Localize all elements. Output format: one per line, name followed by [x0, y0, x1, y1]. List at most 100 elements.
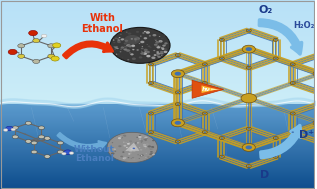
Circle shape [155, 57, 158, 58]
Circle shape [69, 152, 74, 154]
Bar [0, 88, 315, 90]
Circle shape [139, 147, 140, 148]
Circle shape [152, 140, 154, 141]
Bar [0, 23, 315, 25]
Circle shape [177, 103, 179, 105]
Bar [0, 182, 315, 183]
Bar [0, 65, 315, 66]
Bar [0, 129, 315, 131]
Circle shape [114, 151, 116, 152]
Bar [0, 8, 315, 9]
Circle shape [246, 66, 251, 69]
Circle shape [139, 139, 141, 140]
Circle shape [273, 155, 278, 158]
Circle shape [142, 32, 145, 34]
Circle shape [134, 41, 138, 44]
Circle shape [18, 44, 25, 48]
Circle shape [154, 44, 158, 46]
Circle shape [118, 53, 120, 55]
Circle shape [275, 137, 277, 139]
Text: hν: hν [202, 87, 210, 92]
Bar [0, 75, 315, 77]
Circle shape [161, 45, 165, 47]
Bar [0, 108, 315, 109]
Circle shape [157, 46, 160, 49]
Bar [0, 46, 315, 47]
Bar [0, 153, 315, 154]
Circle shape [120, 38, 124, 40]
Circle shape [142, 55, 144, 57]
Bar [0, 167, 315, 168]
Bar [0, 47, 315, 48]
Circle shape [154, 39, 158, 40]
Circle shape [248, 30, 250, 31]
Bar [0, 170, 315, 171]
Bar [0, 98, 315, 99]
Circle shape [148, 131, 153, 134]
Bar [0, 142, 315, 143]
Bar [0, 135, 315, 136]
Bar [0, 165, 315, 166]
Circle shape [113, 39, 116, 41]
Circle shape [202, 81, 207, 84]
Circle shape [204, 131, 206, 133]
Circle shape [6, 126, 13, 131]
Bar [0, 79, 315, 81]
Circle shape [127, 59, 129, 60]
Bar [0, 0, 315, 1]
Circle shape [126, 32, 128, 33]
Bar [0, 62, 315, 64]
Circle shape [131, 38, 133, 40]
Circle shape [146, 51, 150, 53]
Circle shape [113, 42, 115, 43]
Circle shape [146, 31, 150, 34]
Circle shape [275, 58, 277, 59]
Circle shape [160, 51, 164, 53]
Bar [0, 185, 315, 186]
Circle shape [151, 57, 156, 59]
Bar [0, 95, 315, 96]
Circle shape [134, 37, 138, 40]
Circle shape [3, 129, 8, 131]
Bar [0, 146, 315, 148]
Circle shape [120, 137, 123, 138]
Circle shape [116, 54, 117, 55]
Circle shape [160, 46, 162, 47]
Bar [0, 25, 315, 26]
Circle shape [118, 137, 121, 139]
Text: D⁺: D⁺ [300, 130, 314, 140]
Circle shape [150, 64, 152, 65]
Circle shape [123, 142, 125, 143]
Circle shape [126, 142, 127, 143]
Bar [0, 53, 315, 55]
Bar [0, 188, 315, 189]
Circle shape [219, 38, 224, 41]
Circle shape [119, 156, 122, 158]
Circle shape [241, 94, 256, 103]
Bar [0, 103, 315, 104]
Text: Without
Ethanol: Without Ethanol [74, 145, 115, 163]
Circle shape [124, 42, 127, 44]
Circle shape [160, 52, 164, 54]
Circle shape [124, 46, 126, 47]
Circle shape [44, 155, 50, 158]
Circle shape [112, 148, 115, 150]
Circle shape [117, 40, 120, 42]
Circle shape [275, 39, 277, 41]
Circle shape [164, 49, 165, 50]
Circle shape [164, 42, 168, 44]
Circle shape [164, 51, 167, 53]
Circle shape [175, 72, 181, 76]
Bar [0, 144, 315, 145]
Circle shape [132, 45, 135, 47]
Circle shape [139, 56, 142, 59]
Circle shape [120, 156, 122, 157]
Circle shape [25, 121, 31, 125]
Circle shape [143, 146, 145, 147]
Bar [0, 42, 315, 43]
Bar [0, 38, 315, 39]
Circle shape [48, 44, 55, 48]
Bar [0, 74, 315, 75]
Circle shape [135, 142, 137, 144]
Circle shape [160, 42, 161, 43]
